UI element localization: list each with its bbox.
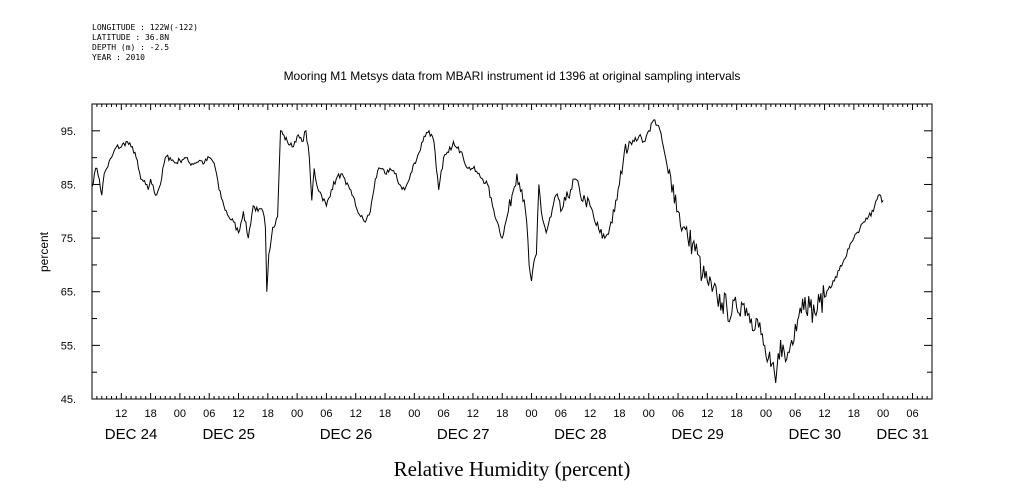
x-tick-label: 00 (760, 408, 772, 420)
x-tick-label: 18 (379, 408, 391, 420)
x-tick-label: 18 (496, 408, 508, 420)
x-tick-label: 12 (818, 408, 830, 420)
x-day-label: DEC 24 (105, 426, 158, 443)
meta-depth: DEPTH (m) : -2.5 (92, 43, 169, 52)
x-day-label: DEC 25 (202, 426, 255, 443)
x-tick-label: 12 (232, 408, 244, 420)
x-tick-label: 18 (848, 408, 860, 420)
metadata-block: LONGITUDE : 122W(-122) LATITUDE : 36.8N … (92, 23, 198, 62)
x-day-label: DEC 31 (876, 426, 929, 443)
x-tick-label: 06 (438, 408, 450, 420)
x-tick-label: 12 (584, 408, 596, 420)
y-tick-label: 45. (61, 394, 76, 406)
x-tick-label: 12 (350, 408, 362, 420)
x-tick-label: 06 (203, 408, 215, 420)
x-tick-label: 00 (525, 408, 537, 420)
meta-year: YEAR : 2010 (92, 53, 145, 62)
y-axis-label: percent (37, 231, 51, 272)
x-tick-label: 06 (320, 408, 332, 420)
x-day-label: DEC 27 (437, 426, 490, 443)
x-tick-label: 00 (291, 408, 303, 420)
x-tick-label: 18 (613, 408, 625, 420)
y-tick-label: 55. (61, 340, 76, 352)
meta-longitude: LONGITUDE : 122W(-122) (92, 23, 198, 32)
y-tick-label: 95. (61, 126, 76, 138)
x-tick-label: 06 (789, 408, 801, 420)
y-tick-label: 75. (61, 233, 76, 245)
axes: 12 18 00 06 12 18 00 06 12 18 00 06 12 18 00 06 12 18 00 06… (61, 103, 933, 443)
x-tick-label: 00 (408, 408, 420, 420)
x-tick-label: 00 (174, 408, 186, 420)
x-tick-label: 12 (115, 408, 127, 420)
x-tick-label: 06 (555, 408, 567, 420)
meta-latitude: LATITUDE : 36.8N (92, 33, 169, 42)
plot-frame (91, 103, 933, 400)
x-tick-label: 00 (643, 408, 655, 420)
x-tick-label: 18 (144, 408, 156, 420)
y-tick-label: 85. (61, 179, 76, 191)
y-tick-label: 65. (61, 287, 76, 299)
x-day-label: DEC 30 (789, 426, 842, 443)
x-tick-label: 12 (701, 408, 713, 420)
series-line-humidity (91, 119, 884, 383)
x-day-label: DEC 28 (554, 426, 607, 443)
x-tick-label: 06 (906, 408, 918, 420)
x-axis-label: Relative Humidity (percent) (394, 457, 631, 481)
plot-area (91, 119, 884, 383)
x-tick-label: 00 (877, 408, 889, 420)
chart-title: Mooring M1 Metsys data from MBARI instru… (284, 69, 741, 83)
x-tick-label: 18 (731, 408, 743, 420)
x-tick-label: 18 (262, 408, 274, 420)
x-tick-label: 12 (467, 408, 479, 420)
x-day-label: DEC 29 (671, 426, 724, 443)
x-tick-label: 06 (672, 408, 684, 420)
x-day-label: DEC 26 (320, 426, 373, 443)
